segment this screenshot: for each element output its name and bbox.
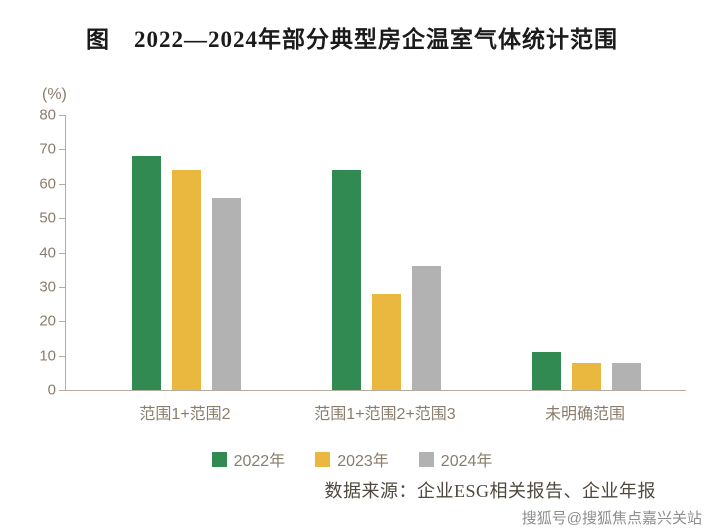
x-axis-labels: 范围1+范围2 范围1+范围2+范围3 未明确范围 <box>65 400 685 424</box>
legend-item: 2024年 <box>418 447 493 471</box>
plot-area <box>65 115 686 391</box>
y-axis-tick-label: 60 <box>39 175 56 193</box>
bar-2024年 <box>611 362 641 390</box>
bar-2023年 <box>171 170 201 390</box>
legend-label: 2023年 <box>337 453 389 470</box>
legend-label: 2024年 <box>440 453 493 470</box>
y-axis-tick-label: 30 <box>39 278 56 296</box>
y-axis-tick <box>59 115 65 116</box>
legend: 2022年 2023年 2024年 <box>0 447 704 471</box>
bar-group <box>331 170 441 390</box>
y-axis-tick-label: 50 <box>39 209 56 227</box>
bar-2024年 <box>411 266 441 390</box>
bar-2023年 <box>371 293 401 390</box>
y-axis-tick-label: 80 <box>39 106 56 124</box>
y-axis-tick <box>59 321 65 323</box>
y-axis-unit-label: (%) <box>42 86 67 103</box>
watermark: 搜狐号@搜狐焦点嘉兴关站 <box>521 510 702 527</box>
legend-item: 2023年 <box>315 447 389 471</box>
y-axis-tick-label: 0 <box>47 381 56 399</box>
bar-2024年 <box>211 197 241 390</box>
data-source-note: 数据来源：企业ESG相关报告、企业年报 <box>324 481 656 501</box>
bar-2023年 <box>571 362 601 390</box>
y-axis-tick <box>59 149 65 151</box>
y-axis-tick-label: 10 <box>39 347 56 365</box>
y-axis-tick-label: 70 <box>39 140 56 158</box>
y-axis-tick <box>59 218 65 220</box>
bar-2022年 <box>531 352 561 390</box>
y-axis-tick <box>59 252 65 254</box>
y-axis-tick <box>59 390 65 391</box>
bar-2022年 <box>331 170 361 390</box>
y-axis-tick <box>59 355 65 357</box>
chart-title: 图 2022—2024年部分典型房企温室气体统计范围 <box>86 27 618 52</box>
y-axis-tick <box>59 286 65 288</box>
y-axis-tick-label: 40 <box>39 244 56 261</box>
legend-swatch <box>315 451 331 467</box>
x-axis-category-label: 范围1+范围2 <box>139 406 231 423</box>
x-axis-category-label: 未明确范围 <box>544 406 625 423</box>
x-axis-category-label: 范围1+范围2+范围3 <box>314 406 456 423</box>
bar-group <box>531 352 641 390</box>
legend-item: 2022年 <box>211 447 286 471</box>
legend-swatch <box>418 451 434 467</box>
legend-label: 2022年 <box>233 453 286 470</box>
legend-swatch <box>211 451 227 467</box>
bar-2022年 <box>131 156 161 390</box>
y-axis-tick-label: 20 <box>39 312 56 330</box>
bar-group <box>131 156 241 390</box>
y-axis-tick <box>59 183 65 185</box>
